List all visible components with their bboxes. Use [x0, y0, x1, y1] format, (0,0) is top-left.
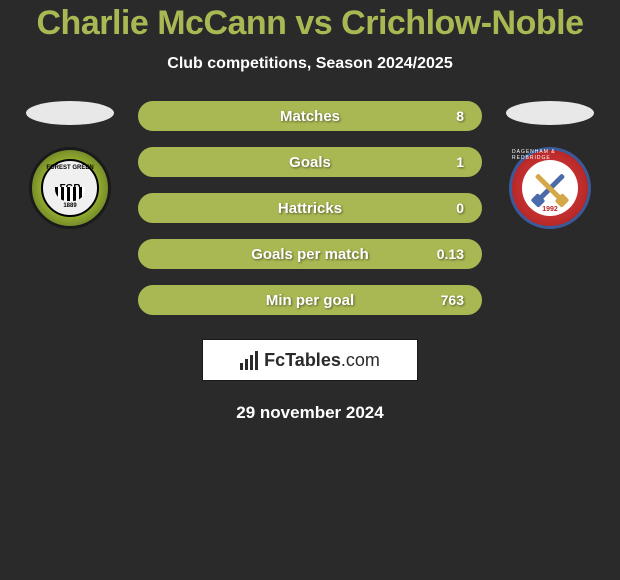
comparison-card: Charlie McCann vs Crichlow-Noble Club co…: [0, 0, 620, 423]
date-line: 29 november 2024: [0, 403, 620, 423]
subtitle: Club competitions, Season 2024/2025: [0, 55, 620, 73]
left-crest-year: 1889: [63, 203, 76, 209]
stat-label: Matches: [280, 108, 340, 125]
brand-text: FcTables.com: [264, 350, 380, 371]
stat-value: 1: [456, 154, 464, 170]
stat-label: Min per goal: [266, 292, 354, 309]
brand-name: FcTables: [264, 350, 341, 370]
right-crest-year: 1992: [542, 206, 558, 213]
stat-label: Goals per match: [251, 246, 369, 263]
stat-label: Goals: [289, 154, 331, 171]
hammers-icon: [530, 168, 570, 208]
left-column: FOREST GREEN FGR 1889: [20, 101, 120, 229]
stat-row-matches: Matches 8: [138, 101, 482, 131]
stat-label: Hattricks: [278, 200, 342, 217]
stat-row-goals-per-match: Goals per match 0.13: [138, 239, 482, 269]
stat-value: 763: [441, 292, 464, 308]
left-team-crest: FOREST GREEN FGR 1889: [29, 147, 111, 229]
brand-suffix: .com: [341, 350, 380, 370]
stat-row-min-per-goal: Min per goal 763: [138, 285, 482, 315]
bar-chart-icon: [240, 350, 258, 370]
stats-column: Matches 8 Goals 1 Hattricks 0 Goals per …: [138, 101, 482, 315]
left-ellipse-placeholder: [26, 101, 114, 125]
page-title: Charlie McCann vs Crichlow-Noble: [0, 4, 620, 43]
stat-value: 0.13: [437, 246, 464, 262]
left-crest-inner: FOREST GREEN FGR 1889: [41, 159, 99, 217]
right-team-crest: DAGENHAM & REDBRIDGE 1992: [509, 147, 591, 229]
left-crest-stripes: [55, 187, 85, 201]
right-crest-inner: 1992: [522, 160, 578, 216]
stat-value: 8: [456, 108, 464, 124]
right-ellipse-placeholder: [506, 101, 594, 125]
main-row: FOREST GREEN FGR 1889 Matches 8 Goals 1 …: [0, 101, 620, 315]
stat-row-hattricks: Hattricks 0: [138, 193, 482, 223]
right-column: DAGENHAM & REDBRIDGE 1992: [500, 101, 600, 229]
left-crest-top-text: FOREST GREEN: [46, 165, 93, 171]
brand-box[interactable]: FcTables.com: [202, 339, 418, 381]
stat-value: 0: [456, 200, 464, 216]
stat-row-goals: Goals 1: [138, 147, 482, 177]
